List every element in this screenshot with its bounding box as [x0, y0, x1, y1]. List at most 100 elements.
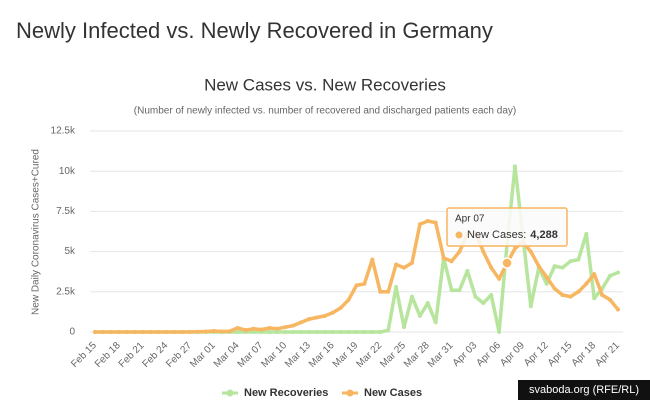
point	[180, 330, 185, 334]
point	[259, 327, 264, 332]
point	[552, 286, 557, 291]
point	[330, 330, 335, 334]
x-tick-label: Apr 12	[522, 340, 551, 369]
point	[188, 329, 193, 334]
point	[306, 317, 311, 322]
x-tick-label: Mar 04	[212, 340, 242, 370]
point	[576, 289, 581, 294]
point	[267, 330, 272, 334]
x-tick-label: Feb 18	[93, 340, 123, 370]
point	[481, 249, 486, 254]
point	[402, 265, 407, 270]
x-tick-label: Mar 16	[307, 340, 337, 370]
tooltip-dot	[455, 231, 463, 239]
point	[291, 323, 296, 328]
point	[108, 330, 113, 334]
tooltip-value: 4,288	[530, 229, 558, 241]
x-tick-label: Mar 01	[188, 340, 218, 370]
point	[473, 294, 478, 299]
point	[164, 330, 169, 334]
point	[140, 330, 145, 334]
point	[378, 289, 383, 294]
x-tick-label: Mar 19	[331, 340, 361, 370]
point	[306, 330, 311, 334]
point	[283, 325, 288, 330]
y-tick-label: 5k	[64, 246, 76, 257]
legend-label: New Cases	[364, 387, 422, 399]
x-tick-label: Feb 21	[117, 340, 147, 370]
point	[322, 313, 327, 318]
point	[203, 329, 208, 334]
point	[409, 294, 414, 299]
point	[354, 330, 359, 334]
x-tick-label: Apr 03	[451, 340, 480, 369]
point	[267, 325, 272, 330]
point	[584, 231, 589, 236]
point	[608, 297, 613, 302]
point	[322, 330, 327, 334]
point	[386, 289, 391, 294]
x-tick-label: Feb 24	[141, 340, 171, 370]
point	[592, 296, 597, 301]
point	[132, 330, 137, 334]
point	[544, 275, 549, 280]
tooltip-series: New Cases:	[467, 229, 526, 241]
point	[235, 330, 240, 334]
point	[346, 297, 351, 302]
point	[354, 283, 359, 288]
point	[425, 219, 430, 224]
point	[227, 329, 232, 334]
point	[489, 293, 494, 298]
point	[394, 284, 399, 289]
point	[219, 329, 224, 334]
tooltip-marker	[501, 257, 513, 269]
point	[528, 249, 533, 254]
page-title: Newly Infected vs. Newly Recovered in Ge…	[16, 18, 493, 43]
point	[402, 325, 407, 330]
point	[291, 330, 296, 334]
x-tick-label: Mar 25	[378, 340, 408, 370]
point	[275, 326, 280, 331]
point	[346, 330, 351, 334]
point	[457, 288, 462, 293]
tooltip-date: Apr 07	[455, 214, 485, 225]
point	[552, 264, 557, 269]
point	[338, 305, 343, 310]
y-tick-label: 0	[69, 327, 75, 338]
chart-subtitle: (Number of newly infected vs. number of …	[134, 106, 516, 117]
point	[568, 259, 573, 264]
point	[362, 281, 367, 286]
chart-title: New Cases vs. New Recoveries	[204, 75, 446, 94]
point	[512, 164, 517, 169]
watermark-bg	[518, 380, 650, 400]
point	[100, 330, 105, 334]
point	[211, 329, 216, 334]
point	[314, 330, 319, 334]
point	[378, 330, 383, 334]
point	[465, 268, 470, 273]
point	[489, 265, 494, 270]
point	[409, 260, 414, 265]
point	[449, 259, 454, 264]
point	[362, 330, 367, 334]
point	[592, 272, 597, 277]
point	[275, 330, 280, 334]
x-tick-label: Apr 06	[475, 340, 504, 369]
point	[330, 310, 335, 315]
x-tick-label: Apr 15	[546, 340, 575, 369]
point	[93, 330, 97, 334]
point	[497, 330, 502, 334]
point	[560, 265, 565, 270]
point	[394, 262, 399, 267]
y-tick-label: 7.5k	[56, 206, 76, 217]
point	[235, 325, 240, 330]
y-tick-label: 2.5k	[56, 286, 76, 297]
point	[433, 320, 438, 325]
x-tick-label: Mar 22	[354, 340, 384, 370]
point	[251, 330, 256, 334]
point	[481, 301, 486, 306]
x-tick-label: Mar 07	[236, 340, 266, 370]
x-tick-label: Apr 18	[570, 340, 599, 369]
watermark: svaboda.org (RFE/RL)	[529, 384, 639, 396]
